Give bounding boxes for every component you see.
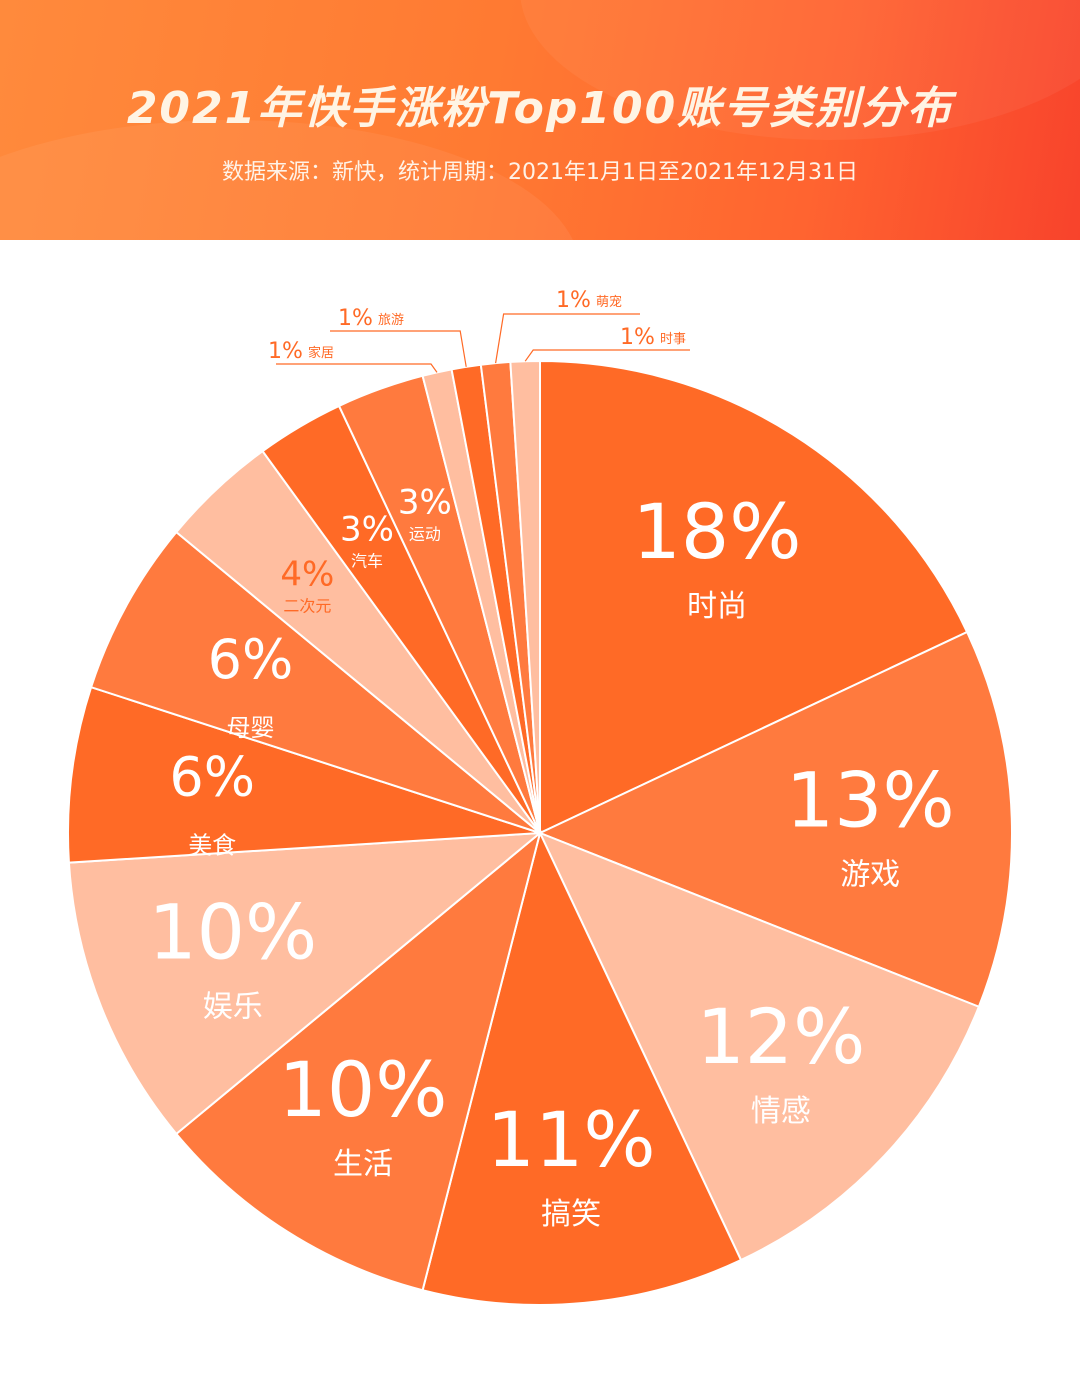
slice-category-label: 娱乐 (203, 990, 263, 1025)
callout-category-label: 时事 (660, 332, 686, 347)
callout-line (524, 349, 690, 362)
callout-category-label: 旅游 (378, 313, 404, 328)
slice-category-label: 二次元 (283, 596, 331, 615)
pie-slice-1 (537, 630, 1013, 1009)
slice-percent-label: 6% (169, 746, 255, 809)
callout-percent-label: 1% (268, 339, 303, 364)
pie-slice-0 (539, 359, 969, 835)
pie-slices (67, 359, 1013, 1306)
slice-percent-label: 6% (208, 628, 294, 691)
slice-category-label: 生活 (333, 1147, 393, 1182)
pie-slice-14 (509, 359, 541, 834)
slice-category-label: 运动 (409, 524, 441, 543)
callout-percent-label: 1% (556, 288, 591, 313)
slice-category-label: 母婴 (227, 714, 275, 742)
callout-category-label: 家居 (308, 345, 334, 361)
callout-line (276, 363, 438, 373)
slice-category-label: 游戏 (840, 858, 900, 893)
slice-category-label: 汽车 (351, 552, 383, 571)
slice-percent-label: 11% (487, 1095, 656, 1184)
pie-callouts (276, 313, 690, 373)
slice-category-label: 情感 (751, 1094, 811, 1129)
slice-percent-label: 3% (340, 510, 394, 550)
pie-chart: 18% 时尚 13% 游戏 12% 情感 11% 搞笑 10% 生活 10% 娱乐 6% 美食 6% 母婴 4%… (67, 288, 1013, 1306)
pie-labels: 18% 时尚 13% 游戏 12% 情感 11% 搞笑 10% 生活 10% 娱乐 6% 美食 6% 母婴 4%… (148, 288, 954, 1232)
slice-percent-label: 10% (279, 1045, 448, 1134)
slice-percent-label: 3% (398, 482, 452, 522)
slice-percent-label: 4% (280, 554, 334, 594)
header-banner: 2021年快手涨粉Top100账号类别分布 数据来源：新快，统计周期：2021年… (0, 0, 1080, 240)
callout-line (330, 330, 467, 367)
callout-line (495, 313, 640, 364)
slice-category-label: 时尚 (687, 589, 747, 624)
callout-category-label: 萌宠 (596, 294, 622, 310)
slice-percent-label: 10% (148, 888, 317, 977)
slice-category-label: 搞笑 (541, 1197, 601, 1232)
pie-slice-3 (421, 830, 743, 1306)
pie-slice-4 (174, 830, 542, 1292)
callout-percent-label: 1% (620, 325, 655, 350)
page-title: 2021年快手涨粉Top100账号类别分布 (126, 83, 954, 134)
slice-percent-label: 18% (633, 487, 802, 576)
slice-category-label: 美食 (188, 832, 236, 860)
slice-percent-label: 13% (786, 756, 955, 845)
slice-percent-label: 12% (696, 992, 865, 1081)
page-subtitle: 数据来源：新快，统计周期：2021年1月1日至2021年12月31日 (222, 160, 858, 185)
callout-percent-label: 1% (338, 306, 373, 331)
pie-slice-5 (67, 831, 544, 1136)
pie-slice-2 (538, 831, 981, 1262)
pie-slice-7 (89, 530, 541, 834)
pie-slice-6 (67, 685, 541, 864)
